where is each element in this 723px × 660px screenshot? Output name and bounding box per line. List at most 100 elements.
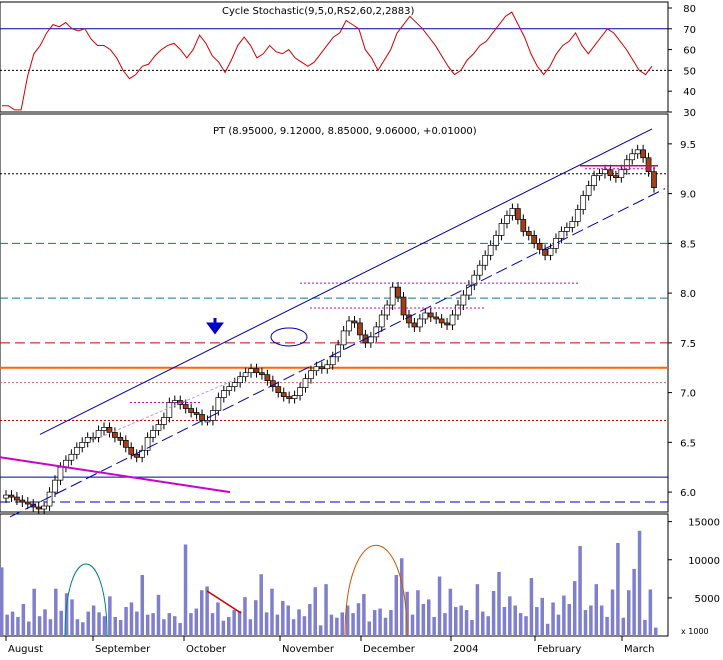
volume-bar: [32, 588, 36, 636]
candle-body: [525, 231, 532, 236]
candle-body: [41, 505, 47, 510]
indicator-label: Cycle Stochastic(9,5,0,RS2,60,2,2883): [222, 6, 415, 17]
volume-bar: [37, 616, 42, 636]
candle-body: [155, 424, 162, 431]
volume-bar: [21, 603, 26, 636]
candle-body: [101, 427, 107, 431]
volume-bar: [345, 605, 350, 636]
volume-bar: [254, 600, 258, 636]
volume-bar: [421, 603, 426, 636]
volume-bar: [118, 619, 123, 636]
pink-dotted-trend: [99, 377, 241, 438]
candle-body: [373, 326, 380, 338]
price-tick-label: 7.0: [680, 389, 696, 400]
indicator-tick-label: 60: [683, 46, 696, 57]
candle-body: [84, 437, 91, 443]
candle-body: [204, 420, 211, 423]
candle-body: [193, 412, 200, 415]
candle-body: [161, 417, 167, 425]
volume-bar: [389, 610, 393, 636]
volume-bar: [48, 619, 53, 636]
volume-bar: [81, 622, 85, 636]
volume-bar: [318, 625, 323, 636]
candle-body: [640, 149, 646, 159]
volume-bar: [302, 616, 307, 636]
candle-body: [128, 446, 135, 455]
candle-body: [531, 235, 538, 244]
candle-body: [378, 314, 385, 328]
volume-unit-label: x 1000: [681, 627, 709, 636]
candle-body: [215, 397, 222, 411]
volume-bar: [162, 619, 166, 636]
volume-bar: [124, 607, 128, 636]
volume-bar: [248, 619, 253, 636]
orange-arc: [344, 544, 408, 637]
candle-body: [547, 247, 554, 256]
volume-bar: [172, 616, 177, 636]
volume-bar: [259, 574, 263, 636]
x-tick-label: 2004: [453, 644, 478, 655]
volume-bar: [448, 588, 453, 636]
volume-bar: [270, 588, 274, 636]
price-frame: [0, 113, 669, 513]
candle-body: [302, 378, 309, 388]
candle-body: [384, 304, 391, 316]
indicator-tick-label: 80: [683, 4, 696, 15]
volume-bar: [540, 597, 544, 636]
candle-body: [297, 387, 303, 396]
volume-tick-label: 15000: [688, 518, 720, 529]
candle-body: [264, 374, 271, 382]
candle-body: [346, 320, 352, 332]
volume-bar: [194, 608, 199, 636]
volume-bar: [551, 602, 555, 636]
volume-bar: [91, 605, 96, 636]
candle-body: [471, 274, 478, 286]
volume-bar: [394, 575, 399, 636]
volume-bar: [243, 597, 247, 636]
candle-body: [248, 368, 254, 374]
volume-bar: [616, 542, 620, 636]
candle-body: [618, 169, 625, 179]
volume-bar: [470, 619, 474, 636]
candle-body: [498, 223, 505, 236]
circle-marker: [270, 327, 308, 347]
candle-body: [90, 437, 96, 440]
volume-bar: [237, 610, 242, 636]
volume-bar: [464, 610, 469, 636]
candle-body: [645, 157, 652, 173]
candle-body: [351, 320, 358, 324]
volume-bar: [621, 617, 626, 636]
candle-body: [318, 366, 325, 370]
candle-body: [466, 284, 472, 296]
volume-bar: [140, 575, 145, 636]
volume-bar: [216, 602, 220, 636]
candle-body: [73, 446, 80, 455]
candle-body: [231, 382, 238, 387]
volume-bar: [10, 611, 15, 636]
candle-body: [476, 264, 483, 276]
indicator-series-line: [2, 11, 653, 111]
volume-bar: [578, 546, 582, 636]
volume-bar: [432, 616, 436, 636]
volume-bar: [27, 621, 31, 636]
volume-bar: [454, 607, 458, 636]
down-arrow-icon: [206, 318, 224, 335]
volume-bar: [643, 619, 647, 636]
volume-bar: [167, 613, 172, 636]
candle-body: [585, 185, 592, 196]
volume-bar: [443, 613, 447, 636]
candle-body: [542, 248, 548, 256]
candle-body: [515, 208, 521, 220]
volume-bar: [556, 614, 561, 636]
volume-bar: [324, 584, 328, 636]
candle-body: [416, 318, 423, 328]
volume-bar: [102, 616, 107, 636]
candle-body: [68, 453, 75, 461]
volume-bar: [378, 608, 382, 636]
candle-body: [553, 238, 559, 249]
volume-bar: [145, 614, 150, 636]
candle-body: [509, 208, 516, 216]
volume-bar: [297, 609, 301, 636]
x-tick-label: December: [363, 644, 416, 655]
